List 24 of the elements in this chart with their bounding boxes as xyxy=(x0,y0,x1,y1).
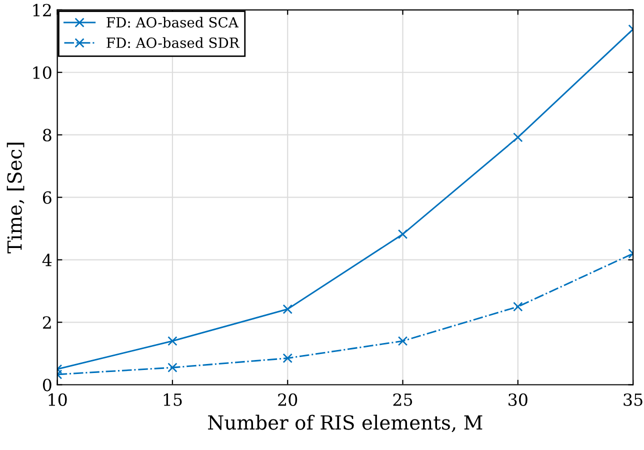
legend-label: FD: AO-based SDR xyxy=(106,37,240,48)
y-tick-label: 6 xyxy=(42,191,52,204)
point xyxy=(282,304,292,314)
point xyxy=(513,302,523,312)
y-tick-label: 12 xyxy=(33,4,51,16)
x-tick-label: 35 xyxy=(624,393,642,406)
x-tick-label: 15 xyxy=(164,393,182,406)
point xyxy=(168,362,178,372)
legend-label: FD: AO-based SCA xyxy=(106,16,239,28)
y-tick-label: 10 xyxy=(33,66,52,79)
x-axis-title: Number of RIS elements, M xyxy=(208,414,482,432)
x-tick-label: 20 xyxy=(278,393,298,406)
point xyxy=(398,229,408,240)
point xyxy=(282,353,292,364)
point xyxy=(513,132,523,142)
y-tick-label: 0 xyxy=(42,378,52,392)
point xyxy=(398,336,408,346)
y-tick-label: 2 xyxy=(42,316,51,329)
y-axis-title: Time, [Sec] xyxy=(6,142,24,254)
x-tick-label: 30 xyxy=(508,393,528,406)
y-tick-label: 4 xyxy=(42,254,52,266)
y-tick-label: 8 xyxy=(42,128,52,142)
point xyxy=(168,336,178,346)
x-tick-label: 25 xyxy=(393,393,412,406)
